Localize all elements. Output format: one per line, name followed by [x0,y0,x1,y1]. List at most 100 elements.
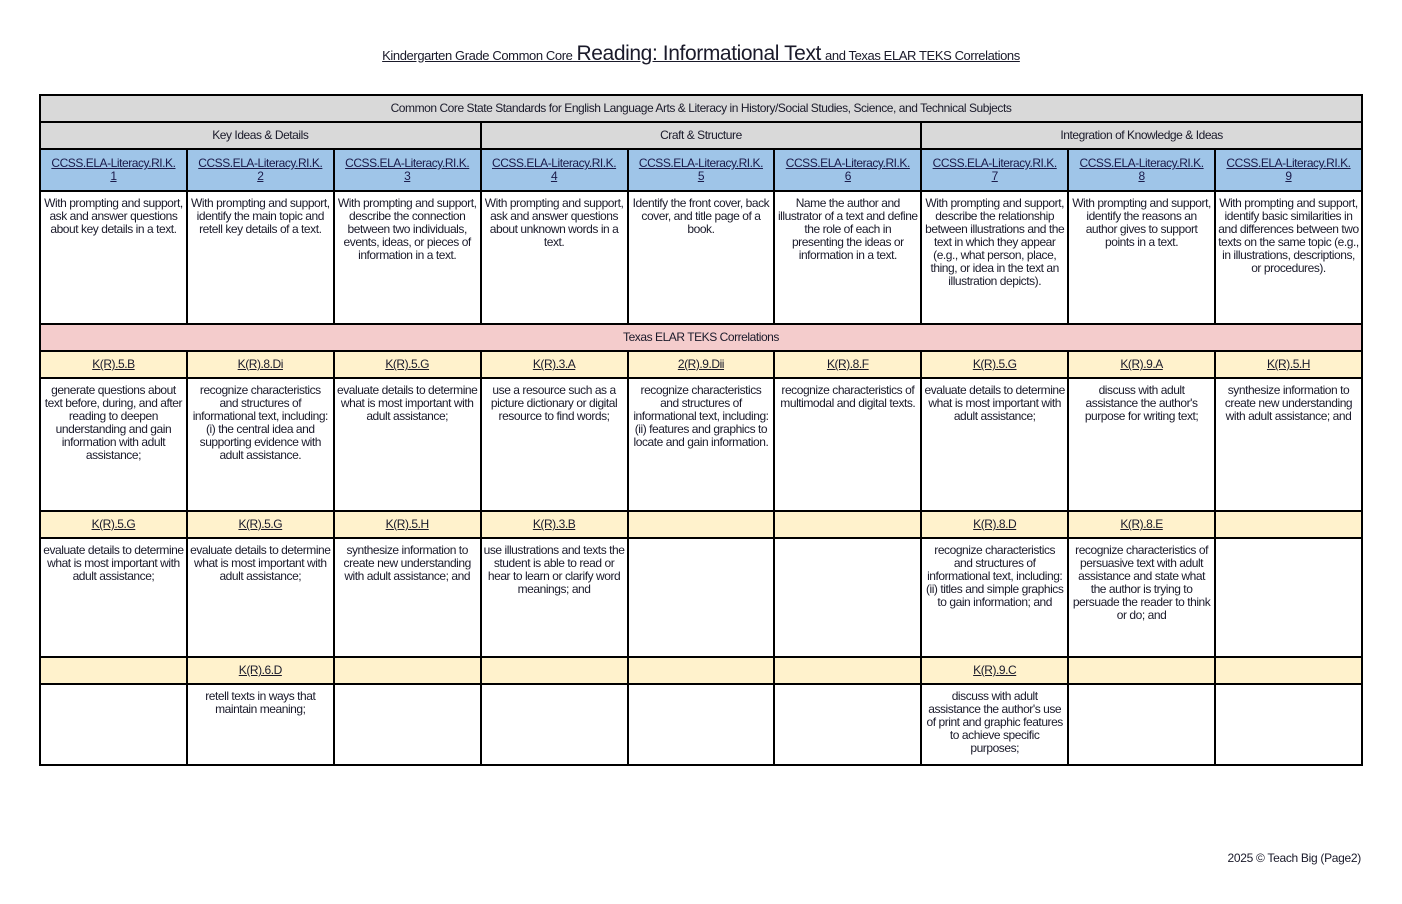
ccss-standard-link[interactable]: CCSS.ELA-Literacy.RI.K. 1 [39,148,188,192]
ccss-number[interactable]: 4 [550,169,558,183]
teks-description [773,537,923,658]
teks-description: synthesize information to create new und… [332,537,482,658]
teks-description: recognize characteristics and structures… [920,537,1070,658]
ccss-number[interactable]: 6 [844,169,852,183]
ccss-number[interactable]: 3 [404,169,411,183]
group-integration: Integration of Knowledge & Ideas [920,121,1363,150]
ccss-standard-link[interactable]: CCSS.ELA-Literacy.RI.K. 6 [773,148,923,192]
ccss-description: With prompting and support, identify bas… [1214,190,1363,325]
teks-code-link[interactable]: K(R).5.G [385,357,430,371]
teks-description [39,683,188,766]
teks-description [773,683,923,766]
ccss-prefix[interactable]: CCSS.ELA-Literacy.RI.K. [1226,156,1351,170]
teks-code-link[interactable]: K(R).6.D [238,663,283,677]
teks-code-cell[interactable]: K(R).8.E [1067,510,1216,539]
teks-code-cell[interactable]: K(R).5.B [39,350,188,379]
teks-description: evaluate details to determine what is mo… [332,377,482,512]
teks-code-link[interactable]: K(R).8.F [826,357,869,371]
footer-copyright: 2025 © Teach Big (Page2) [1227,851,1361,865]
ccss-prefix[interactable]: CCSS.ELA-Literacy.RI.K. [198,156,323,170]
teks-code-link[interactable]: K(R).3.B [532,517,576,531]
teks-code-link[interactable]: K(R).8.Di [237,357,284,371]
ccss-description: With prompting and support, identify the… [1067,190,1216,325]
teks-code-cell [479,656,629,685]
teks-description: synthesize information to create new und… [1214,377,1363,512]
ccss-number[interactable]: 8 [1138,169,1145,183]
teks-code-row: K(R).5.B K(R).8.Di K(R).5.G K(R).3.A 2(R).9.… [39,350,1363,379]
teks-code-cell[interactable]: K(R).6.D [185,656,335,685]
teks-code-link[interactable]: K(R).5.G [91,517,136,531]
teks-description [332,683,482,766]
texas-header: Texas ELAR TEKS Correlations [39,323,1363,352]
teks-description-row: evaluate details to determine what is mo… [39,537,1363,658]
ccss-description: With prompting and support, describe the… [332,190,482,325]
teks-description: recognize characteristics and structures… [626,377,776,512]
teks-code-link[interactable]: K(R).5.H [1266,357,1311,371]
ccss-prefix[interactable]: CCSS.ELA-Literacy.RI.K. [785,156,911,170]
teks-code-cell[interactable]: K(R).5.G [332,350,482,379]
ccss-standard-link[interactable]: CCSS.ELA-Literacy.RI.K. 4 [479,148,629,192]
teks-description: recognize characteristics of persuasive … [1067,537,1216,658]
ccss-number[interactable]: 2 [257,169,264,183]
teks-code-cell[interactable]: K(R).3.B [479,510,629,539]
ccss-prefix[interactable]: CCSS.ELA-Literacy.RI.K. [51,156,176,170]
ccss-prefix[interactable]: CCSS.ELA-Literacy.RI.K. [345,156,470,170]
teks-description [1067,683,1216,766]
ccss-number[interactable]: 1 [110,169,117,183]
ccss-number[interactable]: 7 [991,169,999,183]
teks-code-cell[interactable]: K(R).8.F [773,350,923,379]
teks-code-link[interactable]: K(R).5.G [238,517,283,531]
teks-code-cell[interactable]: 2(R).9.Dii [626,350,776,379]
teks-code-cell[interactable]: K(R).8.D [920,510,1070,539]
teks-code-cell [626,656,776,685]
teks-description: use illustrations and texts the student … [479,537,629,658]
teks-code-cell[interactable]: K(R).9.A [1067,350,1216,379]
ccss-number[interactable]: 5 [697,169,705,183]
teks-code-cell[interactable]: K(R).8.Di [185,350,335,379]
teks-code-cell[interactable]: K(R).5.G [39,510,188,539]
teks-code-link[interactable]: K(R).8.E [1120,517,1163,531]
ccss-standard-link[interactable]: CCSS.ELA-Literacy.RI.K. 8 [1067,148,1216,192]
teks-description-row: retell texts in ways that maintain meani… [39,683,1363,766]
teks-code-link[interactable]: K(R).9.C [973,663,1017,677]
teks-code-cell [1214,510,1363,539]
correlation-table: Common Core State Standards for English … [39,94,1363,766]
teks-code-cell [773,656,923,685]
teks-code-cell[interactable]: K(R).3.A [479,350,629,379]
title-prefix: Kindergarten Grade Common Core [382,48,573,63]
teks-code-link[interactable]: 2(R).9.Dii [677,357,725,371]
teks-code-cell[interactable]: K(R).5.G [185,510,335,539]
teks-code-link[interactable]: K(R).5.G [972,357,1017,371]
teks-code-cell [626,510,776,539]
teks-code-cell[interactable]: K(R).9.C [920,656,1070,685]
ccss-description: With prompting and support, identify the… [185,190,335,325]
teks-code-link[interactable]: K(R).5.H [385,517,430,531]
teks-code-link[interactable]: K(R).8.D [973,517,1017,531]
ccss-prefix[interactable]: CCSS.ELA-Literacy.RI.K. [638,156,764,170]
teks-description: generate questions about text before, du… [39,377,188,512]
ccss-prefix[interactable]: CCSS.ELA-Literacy.RI.K. [932,156,1058,170]
ccss-standard-link[interactable]: CCSS.ELA-Literacy.RI.K. 2 [185,148,335,192]
teks-description: use a resource such as a picture diction… [479,377,629,512]
group-craft-structure: Craft & Structure [479,121,923,150]
ccss-standard-link[interactable]: CCSS.ELA-Literacy.RI.K. 5 [626,148,776,192]
ccss-number[interactable]: 9 [1285,169,1292,183]
ccss-prefix[interactable]: CCSS.ELA-Literacy.RI.K. [1079,156,1204,170]
ccss-description: With prompting and support, ask and answ… [479,190,629,325]
ccss-prefix[interactable]: CCSS.ELA-Literacy.RI.K. [491,156,617,170]
ccss-standard-link[interactable]: CCSS.ELA-Literacy.RI.K. 7 [920,148,1070,192]
teks-description [626,683,776,766]
ccss-standard-link[interactable]: CCSS.ELA-Literacy.RI.K. 9 [1214,148,1363,192]
teks-code-cell[interactable]: K(R).5.G [920,350,1070,379]
teks-code-cell[interactable]: K(R).5.H [1214,350,1363,379]
teks-code-link[interactable]: K(R).9.A [1120,357,1163,371]
teks-description [1214,683,1363,766]
ccss-standard-link[interactable]: CCSS.ELA-Literacy.RI.K. 3 [332,148,482,192]
ccss-description: With prompting and support, ask and answ… [39,190,188,325]
group-key-ideas: Key Ideas & Details [39,121,482,150]
teks-code-cell[interactable]: K(R).5.H [332,510,482,539]
teks-code-link[interactable]: K(R).3.A [532,357,576,371]
teks-code-link[interactable]: K(R).5.B [92,357,135,371]
teks-description [479,683,629,766]
teks-description: recognize characteristics of multimodal … [773,377,923,512]
